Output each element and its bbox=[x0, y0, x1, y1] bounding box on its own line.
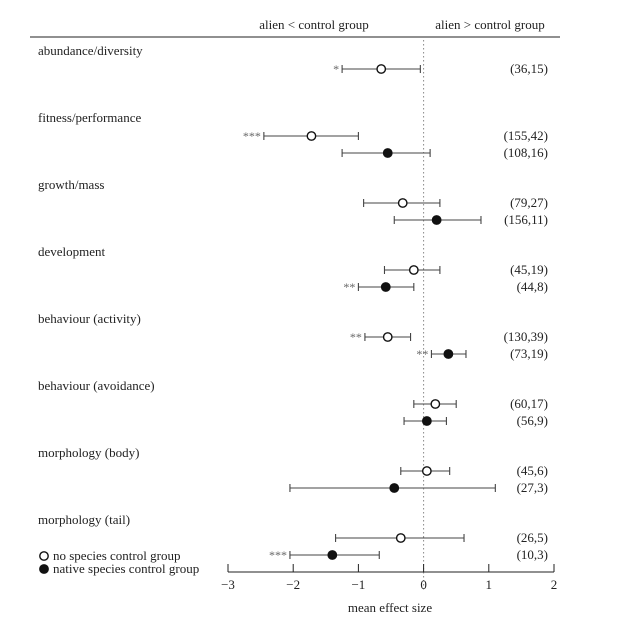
sample-size-label: (79,27) bbox=[510, 195, 548, 210]
legend-label: no species control group bbox=[53, 548, 180, 563]
significance-label: ** bbox=[350, 330, 362, 344]
group-label: morphology (tail) bbox=[38, 512, 130, 527]
mean-point-native bbox=[327, 550, 338, 560]
sample-size-label: (45,6) bbox=[517, 463, 548, 478]
x-tick-label: 1 bbox=[486, 577, 493, 592]
sample-size-label: (156,11) bbox=[504, 212, 548, 227]
mean-point-none bbox=[382, 332, 393, 342]
sample-size-label: (26,5) bbox=[517, 530, 548, 545]
mean-point-native bbox=[443, 349, 454, 359]
group-label: fitness/performance bbox=[38, 110, 141, 125]
mean-point-native bbox=[380, 282, 391, 292]
group-label: abundance/diversity bbox=[38, 43, 143, 58]
x-tick-label: −3 bbox=[221, 577, 235, 592]
legend-label: native species control group bbox=[53, 561, 199, 576]
sample-size-label: (27,3) bbox=[517, 480, 548, 495]
sample-size-label: (155,42) bbox=[504, 128, 548, 143]
sample-size-label: (108,16) bbox=[504, 145, 548, 160]
mean-point-none bbox=[421, 466, 432, 476]
mean-point-none bbox=[395, 533, 406, 543]
significance-label: ** bbox=[343, 280, 355, 294]
mean-point-none bbox=[408, 265, 419, 275]
mean-point-none bbox=[306, 131, 317, 141]
sample-size-label: (36,15) bbox=[510, 61, 548, 76]
mean-point-native bbox=[389, 483, 400, 493]
significance-label: *** bbox=[269, 548, 287, 562]
mean-point-native bbox=[382, 148, 393, 158]
plot-area: abundance/diversity * (36,15) fitness/perfo… bbox=[38, 40, 557, 592]
sample-size-label: (10,3) bbox=[517, 547, 548, 562]
sample-size-label: (44,8) bbox=[517, 279, 548, 294]
mean-point-none bbox=[376, 64, 387, 74]
header-right: alien > control group bbox=[435, 17, 545, 32]
x-tick-label: 0 bbox=[420, 577, 427, 592]
x-tick-label: −2 bbox=[286, 577, 300, 592]
significance-label: ** bbox=[416, 347, 428, 361]
sample-size-label: (45,19) bbox=[510, 262, 548, 277]
mean-point-native bbox=[421, 416, 432, 426]
group-label: behaviour (avoidance) bbox=[38, 378, 155, 393]
mean-point-none bbox=[430, 399, 441, 409]
group-label: behaviour (activity) bbox=[38, 311, 141, 326]
sample-size-label: (56,9) bbox=[517, 413, 548, 428]
sample-size-label: (73,19) bbox=[510, 346, 548, 361]
sample-size-label: (130,39) bbox=[504, 329, 548, 344]
mean-point-native bbox=[431, 215, 442, 225]
group-label: development bbox=[38, 244, 106, 259]
x-tick-label: 2 bbox=[551, 577, 558, 592]
sample-size-label: (60,17) bbox=[510, 396, 548, 411]
legend-marker-native bbox=[39, 564, 49, 574]
x-tick-label: −1 bbox=[351, 577, 365, 592]
group-label: morphology (body) bbox=[38, 445, 139, 460]
legend-marker-none bbox=[39, 551, 49, 561]
x-axis-title: mean effect size bbox=[348, 600, 432, 615]
significance-label: *** bbox=[243, 129, 261, 143]
significance-label: * bbox=[333, 62, 339, 76]
group-label: growth/mass bbox=[38, 177, 104, 192]
header-left: alien < control group bbox=[259, 17, 369, 32]
mean-point-none bbox=[397, 198, 408, 208]
